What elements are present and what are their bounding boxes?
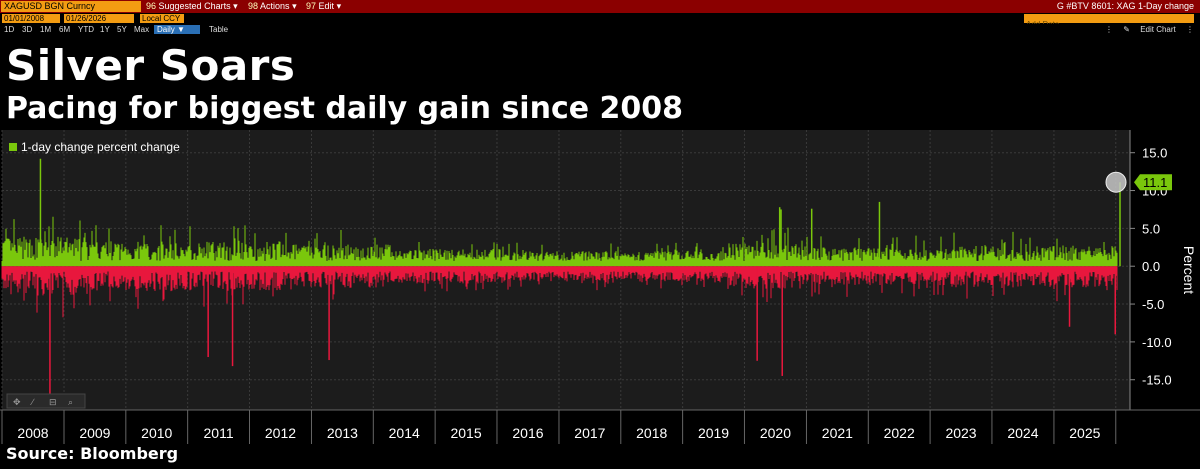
x-tick-label: 2022 [884, 425, 915, 441]
x-tick-label: 2012 [265, 425, 296, 441]
edit-chart-button[interactable]: ✎ Edit Chart [1123, 25, 1176, 34]
legend-label: 1-day change percent change [21, 140, 180, 154]
x-tick-label: 2023 [945, 425, 976, 441]
x-tick-label: 2015 [450, 425, 481, 441]
y-tick-label: -15.0 [1142, 373, 1172, 388]
menu-number: 96 [146, 1, 157, 11]
edit-menu[interactable]: 97 Edit ▾ [306, 0, 341, 13]
ticker-input[interactable]: XAGUSD BGN Curncy [1, 1, 141, 12]
x-tick-label: 2019 [698, 425, 729, 441]
settings-dots-icon[interactable]: ⋮ [1186, 25, 1194, 34]
pan-icon[interactable]: ⊟ [49, 397, 57, 407]
top-toolbar: XAGUSD BGN Curncy 96 Suggested Charts ▾ … [0, 0, 1200, 13]
daily-change-chart: 15.010.05.00.0-5.0-10.0-15.0 Percent 1-d… [0, 130, 1200, 444]
x-axis-ticks: 2008 2009 2010 2011 2012 2013 2014 2015 2016 2017… [0, 409, 1200, 444]
table-button[interactable]: Table [209, 25, 229, 34]
x-tick-label: 2017 [574, 425, 605, 441]
y-tick-label: -5.0 [1142, 297, 1164, 312]
end-date-input[interactable]: 01/26/2026 [64, 14, 134, 23]
x-tick-label: 2024 [1007, 425, 1038, 441]
x-tick-label: 2014 [389, 425, 420, 441]
edit-chart-area: ⋮ ✎ Edit Chart ⋮ [1097, 24, 1194, 35]
x-tick-label: 2016 [512, 425, 543, 441]
y-tick-label: -10.0 [1142, 335, 1172, 350]
y-tick-label: 5.0 [1142, 221, 1160, 236]
suggested-charts-menu[interactable]: 96 Suggested Charts ▾ [146, 0, 238, 13]
chevron-down-icon: ▾ [292, 1, 297, 11]
source-note: Source: Bloomberg [6, 444, 179, 463]
y-axis-ticks: 15.010.05.00.0-5.0-10.0-15.0 [1130, 146, 1172, 388]
y-tick-label: 15.0 [1142, 146, 1167, 161]
last-value-marker: 11.1 [1105, 171, 1172, 193]
line-chart-icon[interactable] [188, 25, 200, 34]
chart-subtitle: Pacing for biggest daily gain since 2008 [6, 91, 684, 126]
range-row: 1D 3D 1M 6M YTD 1Y 5Y Max Daily ▼ Table … [0, 24, 1200, 35]
date-row: 01/01/2008 01/26/2026 Local CCY Add Data [0, 13, 1200, 29]
kebab-menu-icon[interactable]: ⋮ [1105, 25, 1114, 34]
x-tick-label: 2018 [636, 425, 667, 441]
zoom-toolbar: ✥ ∕ ⊟ ⌕ [6, 393, 86, 409]
y-axis-label: Percent [1181, 246, 1197, 294]
range-max[interactable]: Max [134, 25, 150, 34]
menu-number: 98 [248, 1, 259, 11]
range-ytd[interactable]: YTD [78, 25, 94, 34]
x-tick-label: 2009 [79, 425, 110, 441]
add-data-input[interactable]: Add Data [1024, 14, 1194, 29]
zoom-toolbar-bg [6, 393, 86, 409]
edit-chart-label: Edit Chart [1140, 25, 1176, 34]
last-value-label: 11.1 [1143, 175, 1167, 190]
menu-number: 97 [306, 1, 317, 11]
x-tick-label: 2021 [822, 425, 853, 441]
range-3d[interactable]: 3D [22, 25, 33, 34]
x-tick-label: 2020 [760, 425, 791, 441]
x-tick-label: 2010 [141, 425, 172, 441]
chart-title: Silver Soars [6, 41, 296, 90]
menu-label: Edit [318, 1, 335, 11]
range-1d[interactable]: 1D [4, 25, 15, 34]
y-tick-label: 0.0 [1142, 259, 1160, 274]
chevron-down-icon: ▾ [336, 1, 342, 11]
bars-group [1, 158, 1121, 395]
x-tick-label: 2011 [204, 425, 234, 441]
legend: 1-day change percent change [9, 140, 180, 154]
crosshair-icon[interactable]: ✥ [13, 397, 21, 407]
frequency-select[interactable]: Daily ▼ [154, 25, 188, 34]
x-tick-label: 2025 [1069, 425, 1100, 441]
legend-swatch [9, 143, 17, 151]
chevron-down-icon: ▾ [233, 1, 238, 11]
x-tick-label: 2008 [17, 425, 48, 441]
actions-menu[interactable]: 98 Actions ▾ [248, 0, 297, 13]
zoom-icon[interactable]: ⌕ [68, 397, 73, 407]
chevron-down-icon: ▼ [177, 25, 185, 34]
menu-label: Suggested Charts [158, 1, 231, 11]
window-title: G #BTV 8601: XAG 1-Day change [1056, 1, 1194, 11]
last-value-dot [1105, 171, 1127, 193]
range-1y[interactable]: 1Y [100, 25, 110, 34]
menu-label: Actions [260, 1, 290, 11]
x-tick-label: 2013 [327, 425, 358, 441]
draw-icon[interactable]: ∕ [30, 397, 35, 407]
currency-select[interactable]: Local CCY [140, 14, 184, 23]
last-value-tag [1134, 174, 1172, 191]
range-5y[interactable]: 5Y [117, 25, 127, 34]
range-6m[interactable]: 6M [59, 25, 71, 34]
start-date-input[interactable]: 01/01/2008 [2, 14, 60, 23]
frequency-label: Daily [157, 25, 175, 34]
range-1m[interactable]: 1M [40, 25, 52, 34]
